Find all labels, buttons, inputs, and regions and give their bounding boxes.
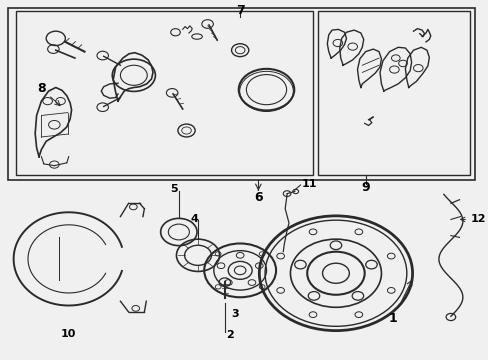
Text: 7: 7 xyxy=(235,4,244,17)
Text: 2: 2 xyxy=(225,330,233,340)
Text: 4: 4 xyxy=(190,214,198,224)
Bar xyxy=(16,12,312,175)
Text: 5: 5 xyxy=(170,184,178,194)
Text: 9: 9 xyxy=(361,181,369,194)
Text: 6: 6 xyxy=(254,192,262,204)
Text: 11: 11 xyxy=(301,179,316,189)
Text: 10: 10 xyxy=(61,329,76,339)
Text: 3: 3 xyxy=(231,310,239,319)
Text: 12: 12 xyxy=(460,215,486,224)
Text: 8: 8 xyxy=(37,82,60,106)
Bar xyxy=(317,12,469,175)
Text: 1: 1 xyxy=(388,280,411,325)
Bar xyxy=(8,8,474,180)
